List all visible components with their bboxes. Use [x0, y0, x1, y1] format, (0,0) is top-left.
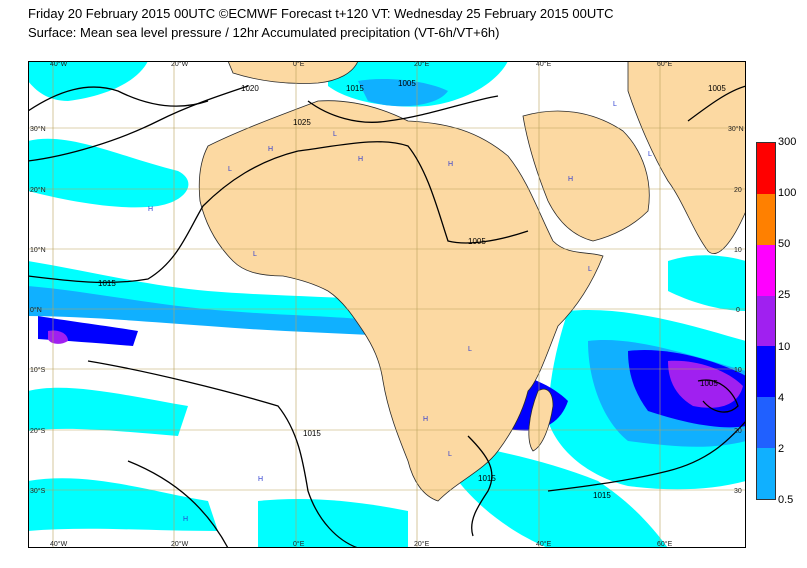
lon-tick: 20°W [171, 540, 189, 548]
legend-label: 100 [778, 187, 797, 199]
asia-fragment [627, 61, 746, 254]
pressure-center: H [423, 416, 428, 423]
isobar-label: 1015 [303, 429, 321, 438]
map-subtitle: Surface: Mean sea level pressure / 12hr … [28, 25, 500, 40]
legend-swatch [757, 397, 775, 449]
graticule [28, 61, 746, 548]
legend-swatch [757, 244, 775, 297]
lon-tick: 0°E [293, 540, 305, 548]
isobar-label: 1015 [346, 84, 364, 93]
lon-tick: 0°E [293, 61, 305, 68]
legend-swatch [757, 295, 775, 347]
isobars [28, 85, 746, 548]
pressure-center: L [448, 451, 452, 458]
lat-tick: 0 [736, 307, 740, 314]
isobar-label: 1015 [98, 279, 116, 288]
pressure-center: L [613, 101, 617, 108]
lat-tick: 20 [734, 428, 742, 435]
legend-swatch [757, 143, 775, 195]
isobar-label: 1015 [478, 474, 496, 483]
pressure-center: H [268, 146, 273, 153]
lat-tick: 30 [734, 488, 742, 495]
africa [198, 100, 604, 502]
lat-tick: 30°N [728, 125, 744, 133]
lon-tick: 40°E [536, 61, 552, 68]
legend-swatch [757, 448, 775, 500]
map-title: Friday 20 February 2015 00UTC ©ECMWF For… [28, 6, 614, 21]
pressure-center: H [448, 161, 453, 168]
legend-label: 2 [778, 443, 785, 455]
legend-label: 10 [778, 341, 791, 353]
pressure-center: H [148, 206, 153, 213]
precip-legend [756, 142, 776, 500]
lon-tick: 40°E [536, 540, 552, 548]
madagascar [528, 388, 554, 452]
lon-tick: 60°E [657, 61, 673, 68]
pressure-centers: H H H L L L L H H L L L H H L H [148, 101, 652, 523]
map-frame [28, 61, 746, 548]
pressure-center: H [358, 156, 363, 163]
lat-tick: 10°N [30, 246, 46, 254]
isobar-label: 1005 [700, 379, 718, 388]
pressure-center: L [588, 266, 592, 273]
legend-swatch [757, 346, 775, 398]
lat-ticks-left: 30°N 20°N 10°N 0°N 10°S 20°S 30°S [30, 125, 46, 495]
pressure-center: L [468, 346, 472, 353]
legend-label: 0.5 [778, 494, 794, 506]
lon-ticks-bottom: 40°W 20°W 0°E 20°E 40°E 60°E [50, 540, 673, 548]
legend-swatch [757, 193, 775, 246]
pressure-center: L [648, 151, 652, 158]
lon-ticks-top: 40°W 20°W 0°E 20°E 40°E 60°E [50, 61, 673, 68]
lon-tick: 20°W [171, 61, 189, 68]
legend-label: 25 [778, 289, 791, 301]
pressure-center: L [333, 131, 337, 138]
lat-tick: 10°S [30, 366, 46, 374]
pressure-center: L [253, 251, 257, 258]
lat-tick: 30°S [30, 487, 46, 495]
legend-label: 50 [778, 238, 791, 250]
isobar-label: 1025 [293, 118, 311, 127]
europe-fragment [227, 61, 359, 84]
isobar-label: 1005 [468, 237, 486, 246]
lat-tick: 0°N [30, 306, 42, 314]
pressure-center: L [228, 166, 232, 173]
pressure-center: H [258, 476, 263, 483]
lon-tick: 20°E [414, 61, 430, 68]
pressure-center: H [183, 516, 188, 523]
isobar-labels: 1020 1025 1015 1005 1015 1005 1015 1005 … [98, 79, 726, 548]
arabian-peninsula [522, 110, 650, 242]
land-masses [198, 61, 746, 502]
lat-ticks-right: 30°N 20 10 0 10 20 30 [728, 125, 744, 495]
isobar-label: 1015 [593, 491, 611, 500]
lat-tick: 30°N [30, 125, 46, 133]
lon-tick: 20°E [414, 540, 430, 548]
lon-tick: 40°W [50, 540, 68, 548]
isobar-label: 1005 [398, 79, 416, 88]
lon-tick: 40°W [50, 61, 68, 68]
lat-tick: 10 [734, 367, 742, 374]
lon-tick: 60°E [657, 540, 673, 548]
legend-label: 4 [778, 392, 785, 404]
forecast-map: 1020 1025 1015 1005 1015 1005 1015 1005 … [28, 61, 746, 548]
lat-tick: 20°S [30, 427, 46, 435]
pressure-center: H [568, 176, 573, 183]
legend-label: 300 [778, 136, 797, 148]
lat-tick: 10 [734, 247, 742, 254]
isobar-label: 1005 [708, 84, 726, 93]
lat-tick: 20 [734, 187, 742, 194]
isobar-label: 1020 [241, 84, 259, 93]
lat-tick: 20°N [30, 186, 46, 194]
